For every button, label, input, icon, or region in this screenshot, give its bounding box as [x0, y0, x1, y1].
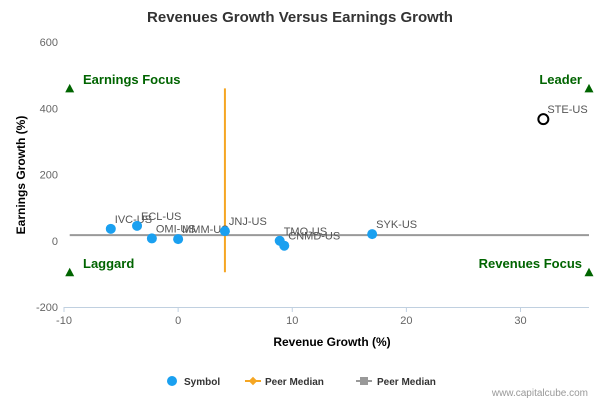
quadrant-marker-bottom-right-triangle-icon [584, 267, 594, 277]
data-point[interactable] [146, 233, 157, 244]
y-axis-title: Earnings Growth (%) [14, 116, 28, 235]
data-point-group[interactable]: IVC-US [105, 214, 152, 234]
quadrant-label-top-right: Leader [539, 72, 582, 87]
x-tick-label: 10 [286, 315, 298, 327]
x-tick-label: 30 [514, 315, 526, 327]
median-lines [69, 88, 589, 273]
data-point-group[interactable]: SYK-US [367, 219, 417, 240]
plot-axes: -10 0 10 20 30 -200 0 200 400 600 [36, 37, 589, 327]
data-point-label: IVC-US [115, 214, 152, 226]
data-point-label: TMO-US [284, 226, 327, 238]
chart-title: Revenues Growth Versus Earnings Growth [147, 9, 453, 26]
legend-item-peer-median-earnings[interactable]: Peer Median [356, 377, 436, 388]
legend-label: Peer Median [265, 377, 324, 388]
x-tick-label: 20 [400, 315, 412, 327]
legend-diamond-icon [248, 376, 258, 386]
quadrant-marker-top-right-triangle-icon [584, 83, 594, 93]
credit-link[interactable]: www.capitalcube.com [491, 388, 588, 399]
data-point[interactable] [537, 113, 550, 126]
y-tick-label: 0 [52, 236, 58, 248]
data-point[interactable] [219, 226, 230, 237]
x-tick-label: -10 [56, 315, 72, 327]
y-tick-label: 200 [40, 170, 58, 182]
data-point-label: CNMD-US [288, 231, 340, 243]
data-point-label: STE-US [547, 104, 587, 116]
data-point[interactable] [279, 240, 290, 251]
data-point-label: SYK-US [376, 219, 417, 231]
quadrant-marker-bottom-left-triangle-icon [65, 267, 75, 277]
quadrant-label-bottom-right: Revenues Focus [479, 256, 582, 271]
legend-symbol-circle-icon [167, 376, 177, 386]
legend-square-icon [360, 377, 368, 385]
data-point-group[interactable]: JNJ-US [219, 216, 267, 237]
data-point-label: ECL-US [141, 211, 181, 223]
data-point-label: JNJ-US [229, 216, 267, 228]
data-point[interactable] [132, 220, 143, 231]
y-tick-label: -200 [36, 302, 58, 314]
quadrant-markers [65, 83, 594, 277]
x-axis-title: Revenue Growth (%) [273, 335, 390, 349]
data-point-group[interactable]: OMI-US [146, 223, 196, 244]
y-tick-label: 400 [40, 103, 58, 115]
data-point[interactable] [105, 223, 116, 234]
data-point[interactable] [173, 234, 184, 245]
legend-item-peer-median-revenue[interactable]: Peer Median [245, 376, 324, 388]
legend-item-symbol[interactable]: Symbol [167, 376, 220, 388]
quadrant-label-top-left: Earnings Focus [83, 72, 181, 87]
data-point-label: MMM-US [182, 224, 228, 236]
quadrant-marker-top-left-triangle-icon [65, 83, 75, 93]
quadrant-label-bottom-left: Laggard [83, 256, 134, 271]
legend-label: Peer Median [377, 377, 436, 388]
data-point-group[interactable]: ECL-US [132, 211, 181, 231]
legend-label: Symbol [184, 377, 220, 388]
data-point-group[interactable]: STE-US [537, 104, 588, 126]
x-tick-label: 0 [175, 315, 181, 327]
data-point-label: OMI-US [156, 223, 196, 235]
y-tick-label: 600 [40, 37, 58, 49]
data-point[interactable] [367, 229, 378, 240]
data-point-group[interactable]: MMM-US [173, 224, 229, 245]
legend: Symbol Peer Median Peer Median [167, 376, 436, 388]
data-point-group[interactable]: CNMD-US [279, 231, 340, 251]
